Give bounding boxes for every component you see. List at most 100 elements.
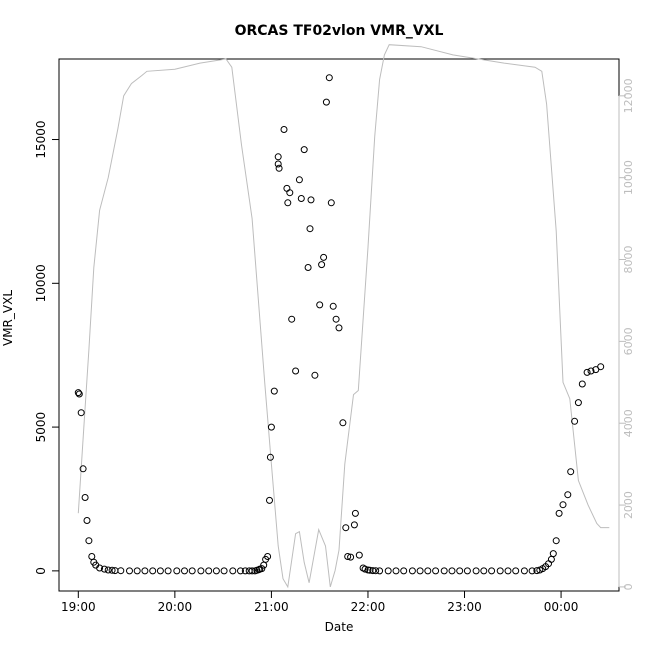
- data-point: [376, 567, 384, 575]
- data-point: [295, 176, 303, 184]
- data-point: [335, 324, 343, 332]
- data-point: [237, 567, 244, 575]
- data-point: [181, 567, 188, 575]
- data-point: [284, 199, 292, 207]
- series-line: [77, 44, 610, 589]
- data-point: [547, 555, 555, 563]
- data-point: [306, 225, 314, 233]
- data-point: [392, 567, 400, 575]
- data-point: [400, 567, 408, 575]
- y-tick-label: 10000: [34, 264, 48, 302]
- data-point: [83, 517, 91, 524]
- data-point: [280, 126, 288, 133]
- data-point: [75, 390, 83, 398]
- data-point: [275, 164, 283, 172]
- data-point: [567, 468, 575, 476]
- data-point: [85, 537, 93, 545]
- y-tick-label: 0: [34, 567, 48, 575]
- data-point: [372, 567, 380, 575]
- data-point: [117, 567, 125, 575]
- data-point: [463, 567, 471, 575]
- data-point: [77, 409, 85, 417]
- data-point: [149, 567, 157, 575]
- data-point: [133, 567, 141, 575]
- data-point: [258, 565, 266, 573]
- data-point: [288, 315, 296, 323]
- data-point: [266, 453, 274, 461]
- data-point: [292, 367, 300, 375]
- y2-tick-label: 10000: [622, 160, 635, 195]
- y2-tick-label: 12000: [622, 78, 635, 113]
- y2-tick-label: 0: [622, 583, 635, 590]
- data-point: [344, 553, 352, 560]
- data-point: [81, 494, 89, 501]
- data-point: [520, 567, 528, 575]
- data-point: [307, 196, 315, 204]
- data-point: [496, 567, 504, 575]
- data-point: [488, 567, 496, 575]
- data-point: [597, 363, 605, 371]
- data-point: [564, 491, 572, 499]
- data-point: [274, 160, 282, 168]
- data-point: [74, 389, 82, 397]
- y-axis-right: 0 2000 4000 6000 8000 10000 12000: [618, 78, 635, 590]
- data-point: [318, 261, 326, 269]
- data-point: [574, 399, 582, 407]
- data-point: [188, 567, 196, 575]
- data-point: [322, 98, 330, 106]
- data-point: [270, 387, 278, 395]
- data-point: [311, 371, 319, 379]
- data-point: [141, 567, 149, 575]
- data-point: [416, 567, 424, 575]
- y2-tick-label: 4000: [622, 409, 635, 437]
- data-point: [108, 566, 116, 574]
- y-tick-label: 15000: [34, 120, 48, 158]
- data-point: [197, 567, 205, 575]
- data-point: [528, 567, 536, 575]
- data-point: [88, 553, 96, 560]
- data-point: [351, 509, 359, 517]
- data-point: [100, 565, 108, 573]
- data-point: [350, 521, 358, 529]
- x-axis: 19:00 20:00 21:00 22:00 23:00 00:00: [61, 590, 579, 614]
- data-point: [300, 146, 308, 154]
- data-point: [126, 567, 133, 575]
- data-point: [164, 567, 172, 575]
- data-point: [555, 509, 563, 517]
- data-point: [304, 264, 312, 271]
- x-tick-label: 21:00: [254, 600, 289, 614]
- data-point: [267, 423, 275, 431]
- data-point: [578, 380, 586, 388]
- data-point: [283, 184, 291, 192]
- y-tick-label: 5000: [34, 412, 48, 443]
- data-point: [205, 567, 213, 575]
- y2-tick-label: 8000: [622, 246, 635, 274]
- data-point: [549, 550, 557, 558]
- y2-tick-label: 2000: [622, 491, 635, 519]
- right-axis-line-series: [77, 44, 610, 589]
- data-point: [260, 561, 268, 569]
- data-point: [347, 553, 355, 561]
- data-point: [432, 567, 440, 575]
- data-point: [361, 565, 369, 573]
- data-point: [480, 567, 488, 575]
- data-point: [220, 567, 228, 575]
- data-point: [79, 465, 87, 473]
- data-point: [448, 567, 456, 575]
- data-point: [384, 567, 392, 575]
- data-point: [552, 537, 560, 545]
- data-point: [316, 301, 324, 309]
- data-point: [440, 567, 448, 575]
- chart-title: ORCAS TF02vlon VMR_VXL: [235, 23, 444, 39]
- data-point: [156, 567, 164, 575]
- x-tick-label: 23:00: [447, 600, 482, 614]
- left-axis-point-series: [74, 74, 605, 575]
- data-point: [424, 567, 432, 575]
- x-tick-label: 00:00: [544, 600, 579, 614]
- data-point: [325, 74, 333, 82]
- data-point: [332, 315, 340, 323]
- data-point: [173, 567, 181, 575]
- data-point: [504, 567, 512, 575]
- data-point: [212, 567, 220, 575]
